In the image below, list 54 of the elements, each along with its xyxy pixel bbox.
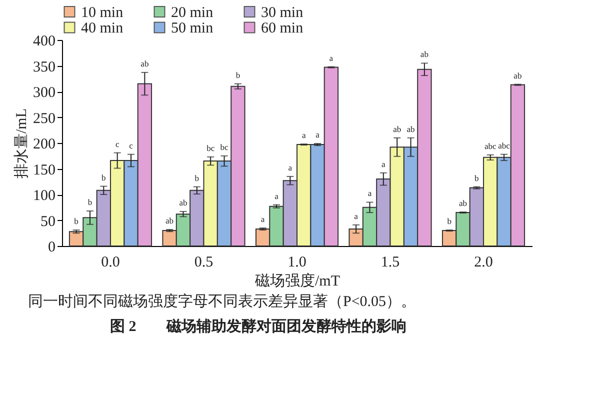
data-label: ab — [420, 49, 428, 60]
data-label: ab — [406, 124, 415, 134]
data-label: bc — [220, 142, 228, 152]
legend-label: 50 min — [171, 20, 214, 36]
legend-label: 20 min — [171, 4, 214, 21]
data-label: a — [329, 52, 334, 63]
data-label: a — [302, 130, 306, 140]
data-label: ab — [514, 70, 522, 80]
data-label: a — [354, 210, 358, 221]
x-tick-label: 0.0 — [101, 254, 120, 270]
data-label: a — [368, 188, 372, 198]
y-tick-label: 400 — [33, 34, 56, 50]
data-label: a — [288, 162, 292, 172]
data-label: ab — [166, 216, 174, 226]
legend-label: 10 min — [81, 4, 124, 21]
y-tick-label: 350 — [33, 59, 56, 76]
y-tick-label: 200 — [33, 136, 56, 152]
y-tick-label: 0 — [48, 240, 56, 256]
y-tick-label: 250 — [33, 110, 56, 127]
data-label: abc — [498, 140, 510, 150]
legend-label: 60 min — [261, 20, 304, 36]
data-label: ab — [179, 197, 188, 208]
y-tick-label: 300 — [33, 85, 56, 101]
y-tick-label: 50 — [40, 214, 56, 230]
caption: 图 2 磁场辅助发酵对面团发酵特性的影响 — [110, 317, 408, 336]
legend-label: 30 min — [261, 4, 304, 21]
data-label: bc — [206, 142, 215, 153]
x-tick-label: 1.5 — [380, 254, 400, 270]
data-label: ab — [140, 58, 149, 68]
data-label: b — [474, 172, 479, 183]
x-tick-label: 1.0 — [288, 254, 306, 270]
data-label: a — [274, 190, 279, 201]
data-label: b — [102, 172, 106, 182]
data-label: b — [447, 216, 452, 226]
data-label: c — [115, 138, 120, 149]
y-tick-label: 150 — [33, 162, 56, 178]
y-tick-label: 100 — [33, 188, 56, 204]
data-label: a — [382, 158, 386, 169]
data-label: c — [129, 140, 134, 150]
x-axis-title: 磁场强度/mT — [254, 272, 340, 290]
y-axis-title: 排水量/mL — [13, 108, 30, 178]
text: 同一时间不同磁场强度字母不同表示差异显著（P<0.05）。 — [28, 292, 418, 311]
legend-label: 40 min — [81, 20, 124, 36]
data-label: ab — [393, 124, 402, 134]
data-label: b — [88, 196, 92, 207]
data-label: b — [194, 172, 200, 183]
data-label: a — [316, 130, 320, 140]
data-label: abc — [484, 140, 496, 151]
data-label: b — [74, 216, 78, 226]
data-label: b — [236, 70, 240, 80]
x-tick-label: 2.0 — [474, 254, 493, 270]
data-label: a — [260, 214, 265, 224]
x-tick-label: 0.5 — [194, 254, 214, 270]
data-label: ab — [458, 198, 468, 208]
